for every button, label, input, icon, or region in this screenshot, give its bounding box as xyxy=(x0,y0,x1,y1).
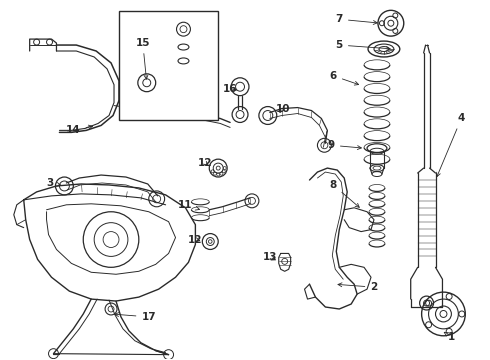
Text: 10: 10 xyxy=(275,104,290,113)
Text: 13: 13 xyxy=(263,252,277,262)
Text: 5: 5 xyxy=(336,40,390,50)
Text: 6: 6 xyxy=(330,71,359,85)
Text: 17: 17 xyxy=(115,312,156,322)
Bar xyxy=(119,11,218,121)
Text: 1: 1 xyxy=(444,332,455,342)
Text: 4: 4 xyxy=(437,113,465,177)
Text: 2: 2 xyxy=(338,282,378,292)
Text: 12: 12 xyxy=(198,158,213,168)
Text: 11: 11 xyxy=(178,200,199,210)
Text: 9: 9 xyxy=(328,140,361,150)
Text: 12: 12 xyxy=(188,234,203,244)
Text: 3: 3 xyxy=(46,178,61,188)
Text: 8: 8 xyxy=(330,180,359,207)
Text: 15: 15 xyxy=(136,38,150,79)
Text: 14: 14 xyxy=(66,125,93,135)
Text: 7: 7 xyxy=(336,14,377,24)
Text: 16: 16 xyxy=(223,84,237,94)
